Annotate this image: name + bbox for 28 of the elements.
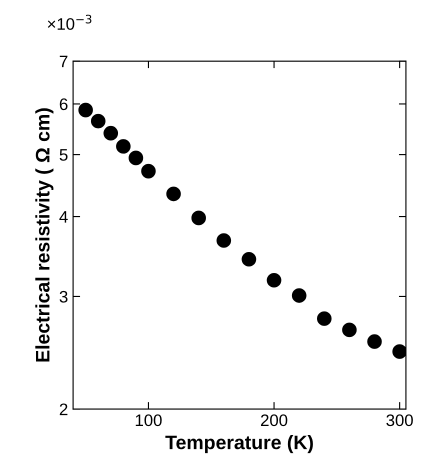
y-tick-label: 4 xyxy=(59,211,68,223)
x-tick-label: 100 xyxy=(136,414,162,426)
y-tick-label: 7 xyxy=(60,56,68,68)
point xyxy=(266,272,282,288)
y-tick-label: 6 xyxy=(60,98,68,110)
point xyxy=(90,114,106,128)
point xyxy=(367,334,382,349)
point xyxy=(141,164,156,178)
text: ×10$^{−3}$ xyxy=(48,14,92,30)
point xyxy=(392,344,406,359)
point xyxy=(242,252,256,267)
point xyxy=(342,322,357,338)
point xyxy=(292,288,306,303)
y-tick-label: 2 xyxy=(60,403,68,416)
point xyxy=(78,102,93,118)
y-axis-title: Electrical resistivity ( Ω cm) xyxy=(35,108,54,362)
x-tick-label: 200 xyxy=(260,414,288,426)
x-tick-label: 300 xyxy=(386,414,413,426)
x-axis-title: Temperature (K) xyxy=(165,435,313,454)
point xyxy=(216,233,232,248)
y-tick-label: 5 xyxy=(60,149,68,161)
point xyxy=(116,139,131,154)
y-tick-label: 3 xyxy=(60,290,68,303)
point xyxy=(191,210,206,226)
point xyxy=(317,311,332,326)
point xyxy=(128,150,144,166)
point xyxy=(166,186,181,202)
point xyxy=(103,126,118,140)
